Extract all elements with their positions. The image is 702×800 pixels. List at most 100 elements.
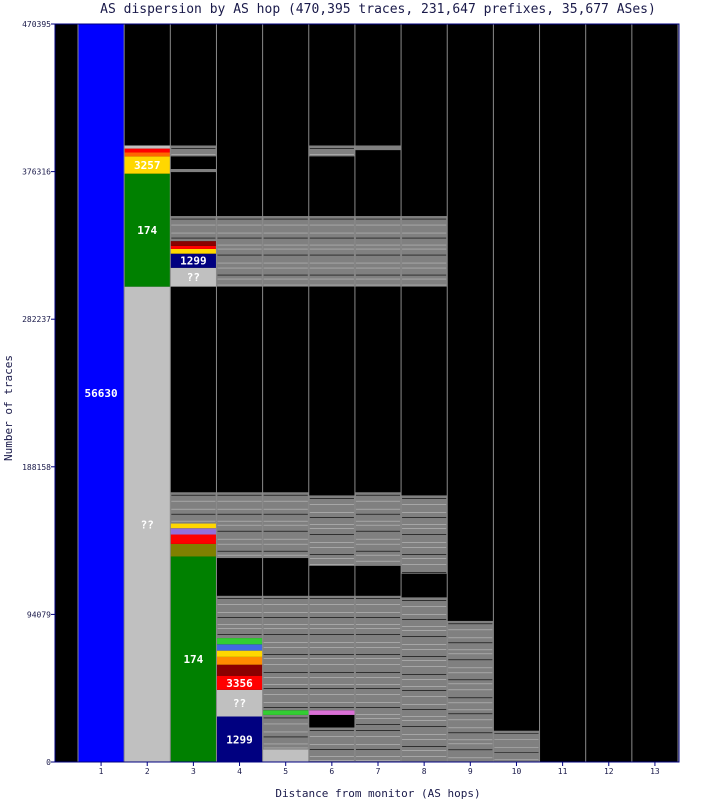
bar-segment-hop-3-3 <box>170 528 217 535</box>
bar-segment-hop-6-6 <box>308 286 355 496</box>
fine-segment-lines <box>171 148 539 761</box>
bar-segment-hop-4-8 <box>216 595 263 639</box>
bar-segment-hop-3-14 <box>170 168 217 173</box>
bar-segment-hop-5-8 <box>262 24 309 217</box>
bar-segment-hop-6-8 <box>308 156 355 217</box>
x-tick-label-13: 13 <box>650 767 660 776</box>
y-tick-label-1: 94079 <box>27 610 51 619</box>
bar-segment-hop-5-3 <box>262 595 309 711</box>
bar-segment-hop-5-0 <box>262 749 309 762</box>
bar-segment-hop-9-0 <box>447 620 494 762</box>
bar-segment-hop-3-15 <box>170 156 217 169</box>
bar-segment-hop-8-3 <box>401 286 448 496</box>
bar-segment-hop-7-6 <box>354 150 402 217</box>
segment-label-hop-3-0: 174 <box>183 653 203 666</box>
y-tick-label-3: 282237 <box>22 315 51 324</box>
bar-segment-hop-6-7 <box>308 216 355 287</box>
bar-segment-hop-3-9 <box>170 248 217 254</box>
bar-segment-hop-7-5 <box>354 216 402 287</box>
segment-label-hop-2-1: 174 <box>137 224 157 237</box>
bar-segment-hop-3-17 <box>170 24 217 146</box>
x-tick-label-1: 1 <box>99 767 104 776</box>
bar-segment-hop-11-0 <box>539 24 586 762</box>
x-tick-label-8: 8 <box>422 767 427 776</box>
bar-segment-hop-7-4 <box>354 286 402 493</box>
bar-segment-hop-9-1 <box>447 24 494 621</box>
bar-segment-hop-8-5 <box>401 24 448 217</box>
bar-segment-hop-4-0 <box>216 716 263 762</box>
x-tick-label-6: 6 <box>329 767 334 776</box>
y-tick-label-0: 0 <box>46 758 51 767</box>
segment-label-hop-1-0: 56630 <box>85 387 118 400</box>
bar-segment-hop-3-1 <box>170 543 217 557</box>
bar-segment-hop-3-4 <box>170 523 217 529</box>
y-axis-ticks: 0 94079 188158 282237 376316 470395 <box>22 20 55 767</box>
bar-segment-hop-10-1 <box>493 24 540 731</box>
bar-segment-hop-4-4 <box>216 656 263 665</box>
y-axis-label: Number of traces <box>2 355 15 461</box>
bar-segment-hop-3-5 <box>170 492 217 524</box>
bar-segment-hop-8-0 <box>401 597 448 762</box>
bar-segment-hop-3-13 <box>170 172 217 217</box>
bar-segment-hop-3-7 <box>170 267 217 287</box>
bar-segment-hop-4-13 <box>216 24 263 217</box>
bar-segment-hop-4-7 <box>216 638 263 645</box>
bar-segment-hop-6-1 <box>308 714 355 728</box>
bar-segment-hop-6-9 <box>308 145 355 157</box>
bar-segment-hop-4-3 <box>216 664 263 676</box>
bar-segment-hop-8-4 <box>401 216 448 287</box>
bar-segment-hop-1-0 <box>78 24 125 762</box>
bar-segment-hop-3-0 <box>170 556 217 762</box>
segment-labels: 56630?? 174 3257 174?? 1299 1299?? 3356 <box>85 159 254 746</box>
bar-segment-hop-3-11 <box>170 241 217 246</box>
bar-segment-hop-4-6 <box>216 644 263 651</box>
x-tick-label-3: 3 <box>191 767 196 776</box>
bar-segment-hop-2-3 <box>124 152 171 157</box>
bar-segment-hop-4-12 <box>216 216 263 287</box>
x-tick-label-4: 4 <box>237 767 242 776</box>
chart-title: AS dispersion by AS hop (470,395 traces,… <box>100 2 656 17</box>
bar-segment-hop-4-2 <box>216 675 263 690</box>
x-tick-label-7: 7 <box>376 767 381 776</box>
x-axis-ticks: 1 2 3 4 5 6 7 8 9 10 11 12 13 <box>99 762 660 776</box>
y-tick-label-4: 376316 <box>22 168 51 177</box>
y-tick-label-5: 470395 <box>22 20 51 29</box>
bar-segment-hop-7-2 <box>354 565 402 596</box>
x-tick-label-2: 2 <box>145 767 150 776</box>
bar-segment-hop-6-10 <box>308 24 355 146</box>
segment-label-hop-4-0: 1299 <box>226 733 253 746</box>
bar-segment-hop-5-6 <box>262 286 309 493</box>
segment-label-hop-2-0: ?? <box>141 518 154 531</box>
bar-segment-hop-2-2 <box>124 156 171 174</box>
bar-segment-hop-2-0 <box>124 286 171 762</box>
plot-frame <box>54 23 680 763</box>
bar-segment-hop-10-0 <box>493 730 540 762</box>
x-tick-label-12: 12 <box>604 767 614 776</box>
bar-segment-hop-13-0 <box>631 24 678 762</box>
bar-segment-hop-2-4 <box>124 148 171 153</box>
x-tick-label-9: 9 <box>468 767 473 776</box>
x-tick-label-11: 11 <box>558 767 568 776</box>
bar-segment-hop-12-0 <box>585 24 632 762</box>
bar-segment-hop-5-7 <box>262 216 309 287</box>
bar-segment-hop-8-1 <box>401 573 448 598</box>
bar-segment-hop-3-10 <box>170 245 217 249</box>
column-dividers <box>77 24 679 762</box>
segment-label-hop-3-8: 1299 <box>180 255 207 268</box>
bar-segment-hop-6-4 <box>308 565 355 596</box>
bar-segment-hop-2-6 <box>124 24 171 146</box>
bar-segment-hop-2-1 <box>124 173 171 287</box>
bar-segment-hop-2-5 <box>124 145 171 149</box>
bar-segment-hop-3-2 <box>170 534 217 544</box>
bars <box>78 24 678 762</box>
x-tick-label-5: 5 <box>283 767 288 776</box>
y-tick-label-2: 188158 <box>22 463 51 472</box>
x-tick-label-10: 10 <box>512 767 522 776</box>
segment-label-hop-3-7: ?? <box>187 271 200 284</box>
bar-segment-hop-4-5 <box>216 650 263 657</box>
bar-segment-hop-6-5 <box>308 495 355 566</box>
bar-segment-hop-7-3 <box>354 492 402 566</box>
bar-segment-hop-3-8 <box>170 253 217 268</box>
bar-segment-hop-4-1 <box>216 689 263 717</box>
